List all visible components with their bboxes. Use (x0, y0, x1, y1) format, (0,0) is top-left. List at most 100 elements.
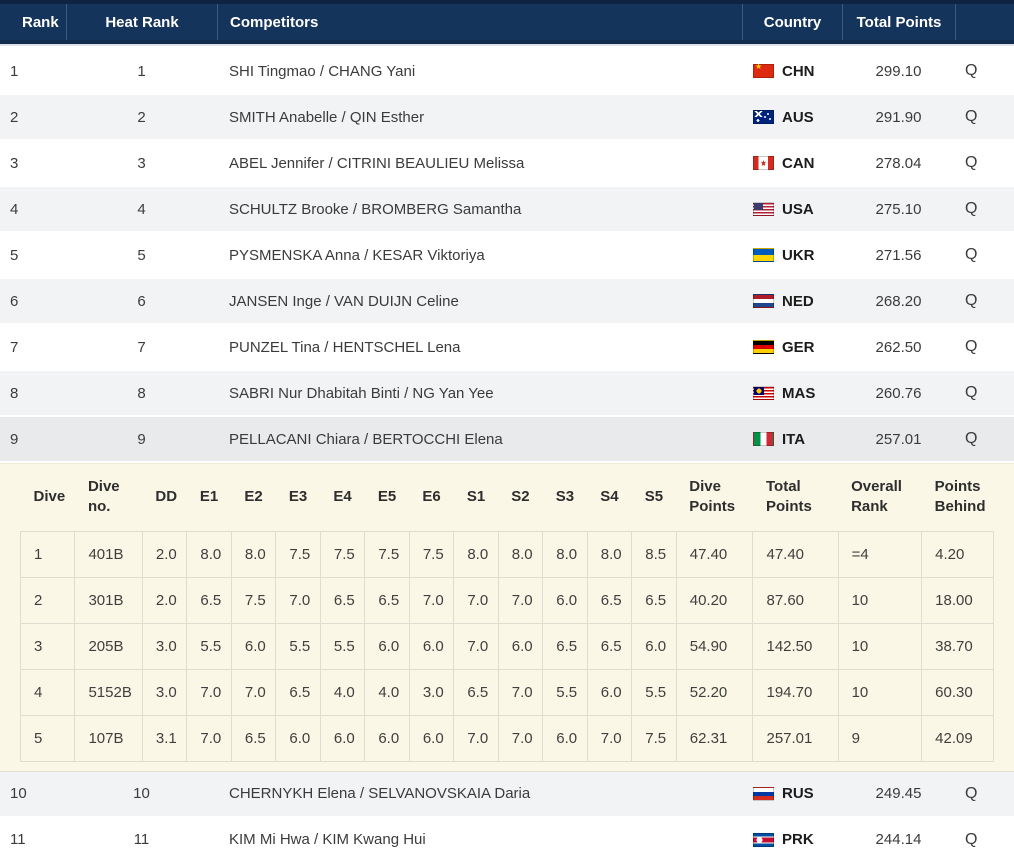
score-cell: 7.0 (186, 714, 232, 762)
dive-number-cell: 3 (19, 622, 76, 670)
dive-detail-table: Dive Dive no. DD E1 E2 E3 E4 E5 E6 S1 S2 S3 S4 S5 Dive… (19, 464, 994, 762)
rank-cell: 5 (10, 246, 19, 264)
qualified-badge: Q (965, 200, 978, 217)
rank-col-header: Rank (22, 13, 59, 31)
country-code: GER (782, 338, 815, 356)
points-behind-cell: 4.20 (921, 530, 994, 578)
points-behind-cell: 18.00 (921, 576, 994, 624)
total-points-cell: 275.10 (875, 200, 922, 218)
score-cell: 7.0 (497, 576, 544, 624)
detail-col-header: E5 (377, 488, 397, 506)
detail-col-header: E4 (333, 488, 352, 506)
country-code: RUS (782, 785, 814, 802)
dive-row: 1 401B 2.0 8.0 8.0 7.5 7.5 7.5 7.5 8.0 8.0 8.0 8.0 8.… (19, 530, 994, 578)
competitor-row[interactable]: 11 11 KIM Mi Hwa / KIM Kwang Hui PRK 244.14 Q (0, 817, 1014, 864)
score-cell: 7.0 (497, 714, 544, 762)
heat-rank-col-header: Heat Rank (66, 4, 217, 40)
score-cell: 5.5 (319, 622, 366, 670)
score-cell: 8.0 (186, 530, 232, 578)
detail-col-header: E3 (288, 488, 308, 506)
score-cell: 6.5 (319, 576, 366, 624)
score-cell: 6.0 (319, 714, 366, 762)
dive-points-cell: 40.20 (675, 576, 754, 624)
heat-rank-cell: 7 (137, 338, 146, 356)
country-code: MAS (782, 384, 816, 402)
qualified-badge: Q (965, 384, 978, 401)
dive-code-cell: 301B (74, 576, 143, 624)
score-cell: 7.5 (275, 530, 321, 578)
rank-cell: 4 (10, 200, 19, 218)
detail-col-header: Points Behind (934, 478, 986, 516)
country-flag-icon (753, 294, 774, 308)
detail-col-header: S3 (555, 488, 575, 506)
competitor-row[interactable]: 10 10 CHERNYKH Elena / SELVANOVSKAIA Daria… (0, 771, 1014, 818)
country-cell: USA (742, 201, 842, 218)
rank-cell: 7 (10, 338, 19, 356)
score-cell: 6.0 (275, 714, 321, 762)
detail-col-header: Dive (33, 488, 66, 506)
competitors-cell: KIM Mi Hwa / KIM Kwang Hui (229, 831, 426, 848)
score-cell: 4.0 (364, 668, 410, 716)
country-code: UKR (782, 246, 815, 264)
competitor-row[interactable]: 1 1 SHI Tingmao / CHANG Yani CHN 299.10 Q (0, 49, 1014, 95)
detail-col-header: E1 (199, 488, 219, 506)
country-cell: GER (742, 339, 842, 356)
qualified-badge: Q (965, 292, 978, 309)
rank-cell: 9 (10, 430, 19, 448)
score-cell: 6.5 (275, 668, 321, 716)
score-cell: 5.5 (542, 668, 588, 716)
competitor-row[interactable]: 2 2 SMITH Anabelle / QIN Esther AUS 291.90 Q (0, 95, 1014, 141)
running-total-cell: 142.50 (752, 622, 839, 670)
total-points-cell: 268.20 (875, 292, 922, 310)
country-cell: ITA (742, 431, 842, 448)
country-cell: RUS (742, 785, 842, 802)
competitors-cell: PYSMENSKA Anna / KESAR Viktoriya (229, 246, 485, 264)
heat-rank-cell: 2 (137, 108, 146, 126)
competitors-cell: SHI Tingmao / CHANG Yani (229, 62, 416, 80)
total-points-col-header: Total Points (842, 4, 955, 40)
qualified-col-header (955, 4, 1014, 40)
rank-cell: 3 (10, 154, 19, 172)
country-cell: UKR (742, 247, 842, 264)
score-cell: 6.5 (631, 576, 677, 624)
country-cell: MAS (742, 385, 842, 402)
competitor-row[interactable]: 5 5 PYSMENSKA Anna / KESAR Viktoriya UKR 271… (0, 233, 1014, 279)
score-cell: 6.0 (497, 622, 544, 670)
score-cell: 7.0 (230, 668, 277, 716)
detail-col-header: DD (155, 488, 178, 506)
total-points-cell: 299.10 (875, 62, 922, 80)
country-flag-icon (753, 63, 774, 78)
country-flag-icon (753, 832, 774, 847)
competitor-row[interactable]: 7 7 PUNZEL Tina / HENTSCHEL Lena GER 262.50 Q (0, 325, 1014, 371)
detail-col-header: Dive Points (689, 478, 736, 516)
country-code: PRK (782, 831, 814, 848)
competitor-row[interactable]: 9 9 PELLACANI Chiara / BERTOCCHI Elena ITA 2… (0, 417, 1014, 463)
competitors-cell: ABEL Jennifer / CITRINI BEAULIEU Melissa (229, 154, 525, 172)
score-cell: 8.5 (631, 530, 677, 578)
dive-detail-header-row: Dive Dive no. DD E1 E2 E3 E4 E5 E6 S1 S2 S3 S4 S5 Dive… (21, 464, 994, 531)
country-cell: CAN (742, 155, 842, 172)
competitor-row[interactable]: 3 3 ABEL Jennifer / CITRINI BEAULIEU Melis… (0, 141, 1014, 187)
dd-cell: 3.0 (141, 622, 188, 670)
dd-cell: 2.0 (141, 530, 188, 578)
heat-rank-cell: 1 (137, 62, 146, 80)
score-cell: 7.0 (275, 576, 321, 624)
detail-col-header: S5 (644, 488, 664, 506)
dive-code-cell: 205B (74, 622, 143, 670)
points-behind-cell: 38.70 (921, 622, 994, 670)
competitor-row[interactable]: 4 4 SCHULTZ Brooke / BROMBERG Samantha USA 2… (0, 187, 1014, 233)
score-cell: 8.0 (497, 530, 544, 578)
competitors-cell: SMITH Anabelle / QIN Esther (229, 108, 425, 126)
score-cell: 6.0 (364, 622, 410, 670)
country-flag-icon (753, 156, 774, 170)
competitor-row[interactable]: 6 6 JANSEN Inge / VAN DUIJN Celine NED 268.2… (0, 279, 1014, 325)
total-points-cell: 291.90 (875, 108, 922, 126)
competitor-row[interactable]: 8 8 SABRI Nur Dhabitah Binti / NG Yan Yee M… (0, 371, 1014, 417)
overall-rank-cell: 10 (837, 622, 923, 670)
rank-cell: 6 (10, 292, 19, 310)
score-cell: 7.5 (631, 714, 677, 762)
detail-col-header: S2 (511, 488, 530, 506)
heat-rank-cell: 8 (137, 384, 146, 402)
score-cell: 5.5 (275, 622, 321, 670)
